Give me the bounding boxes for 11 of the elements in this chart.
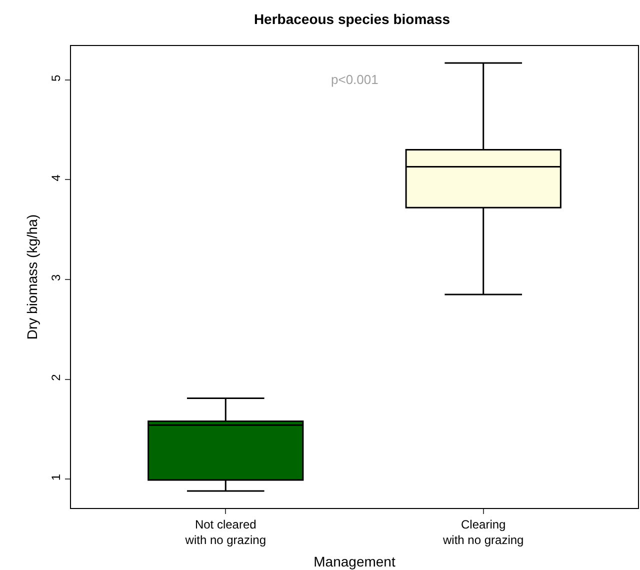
x-tick-label: Clearing with no grazing (442, 517, 524, 547)
chart-title: Herbaceous species biomass (254, 11, 450, 28)
y-tick-label: 2 (49, 374, 64, 381)
x-axis-title: Management (314, 553, 396, 570)
annotation: p<0.001 (331, 72, 378, 87)
y-tick-label: 1 (49, 474, 64, 481)
y-tick-label: 3 (49, 274, 64, 282)
y-tick-label: 4 (49, 174, 64, 182)
y-axis-title: Dry biomass (kg/ha) (24, 214, 40, 340)
y-tick-label: 5 (49, 74, 64, 82)
x-tick-label: Not cleared with no grazing (184, 517, 266, 547)
